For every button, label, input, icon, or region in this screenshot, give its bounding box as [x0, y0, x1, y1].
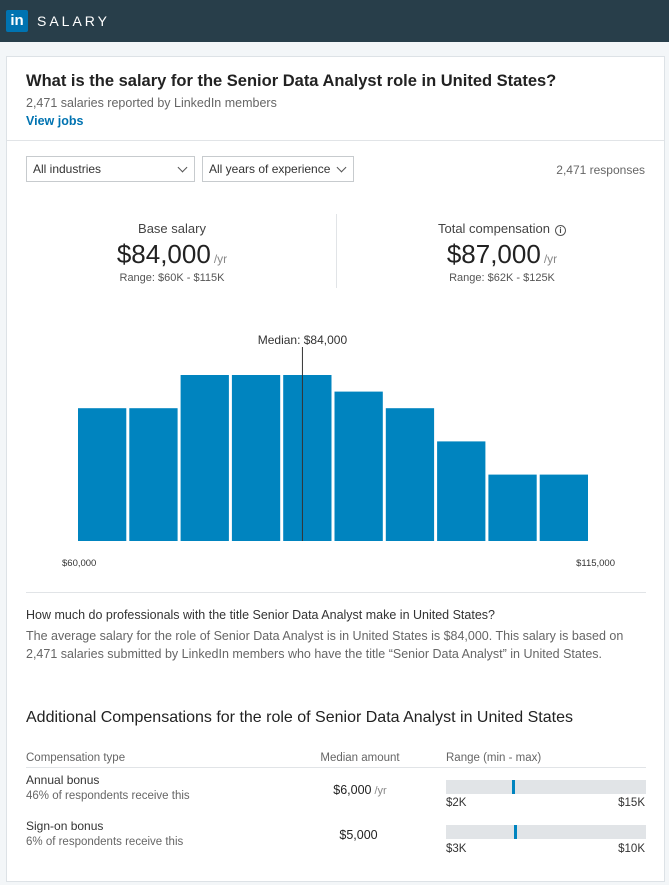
histogram-bar — [78, 408, 127, 541]
brand-title: SALARY — [37, 13, 110, 29]
industry-dropdown-value: All industries — [33, 162, 102, 176]
histogram-bar — [437, 441, 486, 541]
histogram-bar — [385, 408, 435, 541]
comp-row-amount: $5,000 — [317, 828, 403, 842]
histogram-bar — [129, 408, 178, 541]
total-compensation-stat: Total compensation i $87,000/yr Range: $6… — [382, 221, 622, 284]
base-salary-amount: $84,000 — [116, 239, 211, 269]
histogram-bar — [180, 375, 229, 541]
comp-row-name: Annual bonus — [26, 773, 100, 787]
histogram-bar — [334, 391, 383, 541]
section-divider — [26, 592, 646, 593]
comp-amount-value: $5,000 — [339, 828, 378, 842]
range-min: $3K — [446, 843, 467, 855]
salary-histogram: Median: $84,000 $60,000 $115,000 — [62, 333, 615, 569]
additional-comp-title: Additional Compensations for the role of… — [26, 709, 573, 726]
chevron-down-icon — [336, 162, 347, 173]
median-marker — [514, 825, 517, 839]
per-year-unit: /yr — [213, 252, 228, 266]
experience-dropdown-value: All years of experience — [209, 162, 331, 176]
page-title: What is the salary for the Senior Data A… — [26, 72, 557, 90]
col-header-type: Compensation type — [26, 752, 126, 764]
base-salary-range: Range: $60K - $115K — [119, 272, 225, 284]
total-compensation-range: Range: $62K - $125K — [449, 272, 555, 284]
view-jobs-link[interactable]: View jobs — [26, 114, 84, 128]
responses-count: 2,471 responses — [556, 163, 645, 177]
table-header-divider — [26, 767, 646, 768]
info-icon[interactable]: i — [555, 225, 566, 236]
range-max: $15K — [618, 797, 645, 809]
total-compensation-label-text: Total compensation — [437, 221, 550, 236]
chevron-down-icon — [177, 162, 188, 173]
salary-card: What is the salary for the Senior Data A… — [6, 56, 665, 882]
base-salary-stat: Base salary $84,000/yr Range: $60K - $11… — [52, 221, 292, 284]
stat-divider — [336, 214, 337, 288]
median-marker — [512, 780, 515, 794]
base-salary-label: Base salary — [138, 221, 206, 236]
x-min-label: $60,000 — [62, 558, 96, 569]
comp-row-name: Sign-on bonus — [26, 819, 104, 833]
per-year-unit: /yr — [374, 785, 387, 797]
header-divider — [7, 140, 664, 141]
col-header-median: Median amount — [320, 752, 400, 764]
histogram-bar — [283, 375, 332, 541]
range-track — [446, 825, 646, 839]
top-bar: in SALARY — [0, 0, 669, 42]
total-compensation-amount: $87,000 — [446, 239, 541, 269]
comp-row-sub: 46% of respondents receive this — [26, 790, 190, 802]
range-track — [446, 780, 646, 794]
total-compensation-value: $87,000/yr — [382, 239, 622, 270]
base-salary-value: $84,000/yr — [52, 239, 292, 270]
histogram-bar — [488, 474, 537, 541]
comp-row-amount: $6,000/yr — [317, 783, 403, 797]
range-min: $2K — [446, 797, 467, 809]
salaries-reported: 2,471 salaries reported by LinkedIn memb… — [26, 96, 277, 110]
histogram-bar — [539, 474, 588, 541]
histogram-bar — [231, 375, 281, 541]
experience-dropdown[interactable]: All years of experience — [202, 156, 354, 182]
x-max-label: $115,000 — [576, 558, 615, 569]
comp-row-sub: 6% of respondents receive this — [26, 836, 184, 848]
about-question: How much do professionals with the title… — [26, 608, 495, 622]
about-description: The average salary for the role of Senio… — [26, 629, 624, 661]
range-max: $10K — [618, 843, 645, 855]
median-label: Median: $84,000 — [258, 333, 348, 347]
col-header-range: Range (min - max) — [446, 752, 542, 764]
total-compensation-label: Total compensation i — [382, 221, 622, 236]
industry-dropdown[interactable]: All industries — [26, 156, 195, 182]
linkedin-logo[interactable]: in — [6, 10, 28, 32]
per-year-unit: /yr — [543, 252, 558, 266]
comp-amount-value: $6,000 — [333, 783, 372, 797]
